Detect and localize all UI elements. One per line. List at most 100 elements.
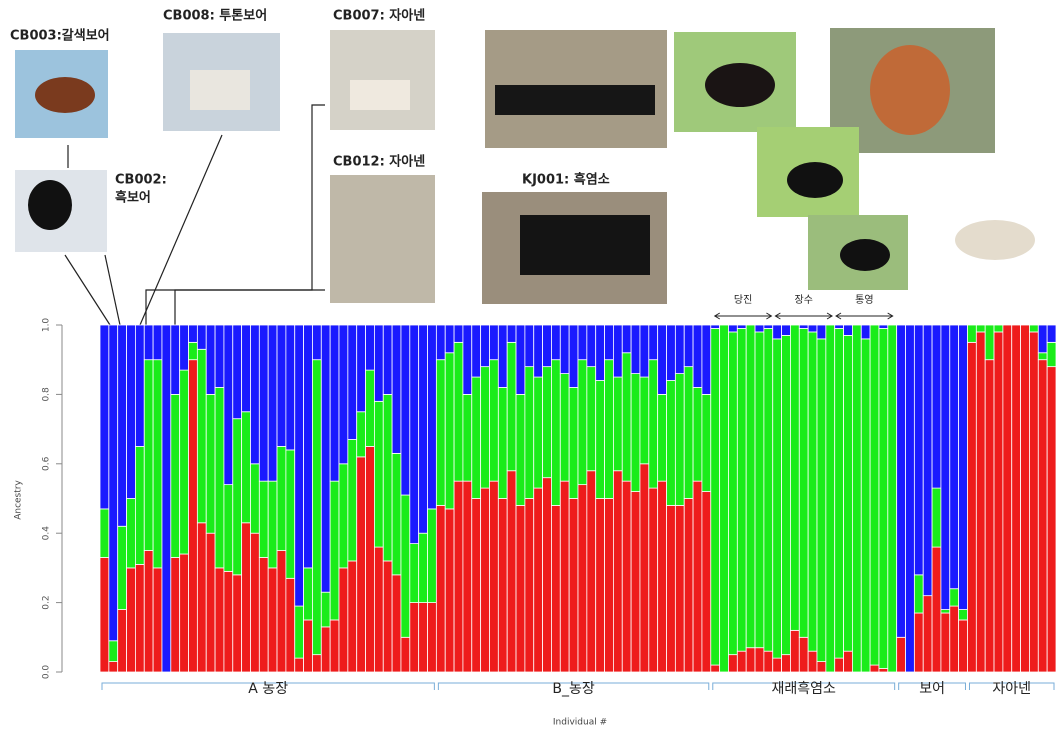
y-tick-label: 0.6	[42, 456, 52, 471]
bar-segment	[419, 533, 428, 602]
bar-segment	[622, 481, 631, 672]
caption: 흑보어	[115, 190, 151, 206]
bar-segment	[967, 325, 976, 342]
bar-segment	[534, 488, 543, 672]
bar-segment	[941, 613, 950, 672]
bar-segment	[224, 571, 233, 672]
bar-segment	[286, 450, 295, 578]
bar-segment	[171, 325, 180, 394]
bar-segment	[622, 325, 631, 353]
bar-segment	[755, 648, 764, 672]
bar-segment	[596, 381, 605, 499]
bar-segment	[118, 325, 127, 526]
bar-segment	[135, 325, 144, 446]
bar-segment	[534, 325, 543, 377]
bar-segment	[967, 342, 976, 672]
bar-segment	[799, 328, 808, 637]
bar-segment	[507, 471, 516, 672]
bar-segment	[773, 339, 782, 658]
bar-segment	[773, 658, 782, 672]
goat	[705, 63, 775, 107]
bar-segment	[1047, 342, 1056, 366]
bar-segment	[808, 332, 817, 651]
bar-segment	[507, 325, 516, 342]
bar-segment	[445, 353, 454, 509]
bar-segment	[357, 412, 366, 457]
bar-segment	[109, 325, 118, 641]
bar-segment	[667, 381, 676, 506]
subgroup-label: 통영	[855, 294, 873, 306]
bar-segment	[312, 655, 321, 672]
bar-segment	[357, 457, 366, 672]
bar-segment	[330, 481, 339, 620]
bar-segment	[1029, 332, 1038, 672]
bar-segment	[472, 377, 481, 498]
bar-segment	[374, 401, 383, 547]
bar-segment	[640, 377, 649, 464]
bar-segment	[312, 360, 321, 655]
bar-segment	[560, 374, 569, 482]
bar-segment	[693, 325, 702, 387]
bar-segment	[436, 505, 445, 672]
bar-segment	[808, 325, 817, 332]
bar-segment	[613, 377, 622, 471]
bar-segment	[560, 481, 569, 672]
bar-segment	[259, 557, 268, 672]
bar-segment	[410, 325, 419, 544]
bar-segment	[295, 606, 304, 658]
group-label: A 농장	[248, 681, 288, 697]
bar-segment	[782, 325, 791, 335]
bar-segment	[463, 325, 472, 394]
bar-segment	[985, 360, 994, 672]
y-tick-label: 0.4	[42, 526, 52, 541]
bar-segment	[436, 360, 445, 506]
bar-segment	[702, 394, 711, 491]
group-label: B_농장	[552, 681, 594, 697]
bar-segment	[605, 325, 614, 360]
bar-segment	[932, 547, 941, 672]
bar-segment	[631, 325, 640, 374]
bar-segment	[711, 665, 720, 672]
bar-segment	[702, 492, 711, 672]
bar-segment	[906, 325, 915, 672]
bar-segment	[879, 328, 888, 668]
bar-segment	[489, 360, 498, 481]
bar-segment	[720, 325, 729, 672]
bar-segment	[994, 325, 1003, 332]
bar-segment	[250, 533, 259, 672]
bar-segment	[463, 481, 472, 672]
photos	[15, 28, 1035, 304]
bar-segment	[321, 627, 330, 672]
bar-segment	[1029, 325, 1038, 332]
photo	[330, 175, 435, 303]
caption: CB008: 투톤보어	[163, 8, 267, 24]
bar-segment	[693, 481, 702, 672]
bar-segment	[587, 367, 596, 471]
bar-segment	[596, 325, 605, 381]
bar-segment	[693, 387, 702, 481]
bar-segment	[658, 325, 667, 394]
bar-segment	[392, 325, 401, 453]
bar-segment	[383, 394, 392, 561]
bar-segment	[189, 360, 198, 672]
bar-segment	[428, 325, 437, 509]
bar-segment	[127, 325, 136, 499]
bar-segment	[844, 325, 853, 335]
bar-segment	[321, 325, 330, 592]
bar-segment	[551, 505, 560, 672]
bar-segment	[728, 325, 737, 332]
bar-segment	[649, 325, 658, 360]
bar-segment	[215, 568, 224, 672]
bar-segment	[543, 367, 552, 478]
bar-segment	[1047, 367, 1056, 672]
bar-segment	[861, 339, 870, 672]
bar-segment	[613, 471, 622, 672]
bar-segment	[277, 551, 286, 672]
bar-segment	[445, 325, 454, 353]
bar-segment	[914, 325, 923, 575]
goat	[870, 45, 950, 135]
bar-segment	[746, 648, 755, 672]
bar-segment	[711, 325, 720, 328]
bar-segment	[950, 325, 959, 589]
bar-segment	[197, 325, 206, 349]
